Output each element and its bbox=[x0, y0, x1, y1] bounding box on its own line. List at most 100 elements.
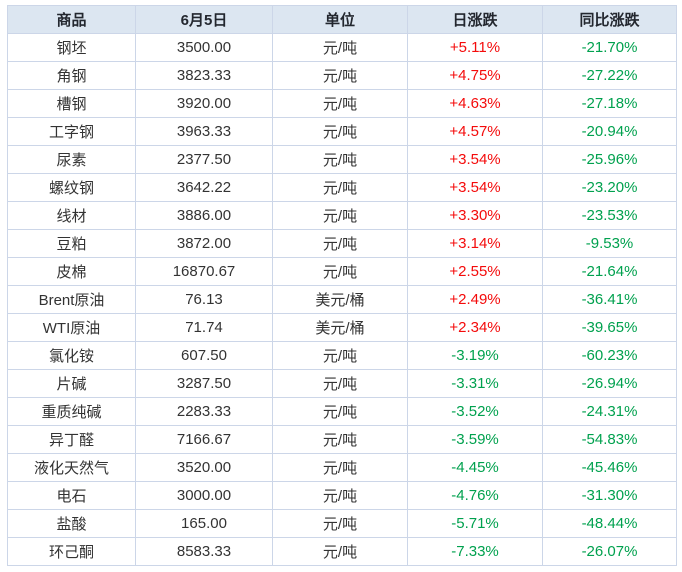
price-cell: 3520.00 bbox=[135, 453, 273, 482]
yoy-change-cell: -36.41% bbox=[542, 285, 677, 314]
unit-cell: 元/吨 bbox=[272, 453, 408, 482]
price-cell: 3642.22 bbox=[135, 173, 273, 202]
daily-change-cell: +3.54% bbox=[407, 173, 543, 202]
daily-change-cell: +2.55% bbox=[407, 257, 543, 286]
col-header-date: 6月5日 bbox=[135, 5, 273, 34]
col-header-product: 商品 bbox=[7, 5, 136, 34]
product-cell: 片碱 bbox=[7, 369, 136, 398]
price-cell: 165.00 bbox=[135, 509, 273, 538]
unit-cell: 美元/桶 bbox=[272, 313, 408, 342]
product-cell: WTI原油 bbox=[7, 313, 136, 342]
product-cell: 豆粕 bbox=[7, 229, 136, 258]
product-cell: 环己酮 bbox=[7, 537, 136, 566]
product-cell: 角钢 bbox=[7, 61, 136, 90]
table-row: 片碱 3287.50 元/吨 -3.31% -26.94% bbox=[7, 369, 677, 398]
price-cell: 3287.50 bbox=[135, 369, 273, 398]
daily-change-cell: +3.14% bbox=[407, 229, 543, 258]
yoy-change-cell: -26.94% bbox=[542, 369, 677, 398]
product-cell: 线材 bbox=[7, 201, 136, 230]
unit-cell: 元/吨 bbox=[272, 229, 408, 258]
yoy-change-cell: -27.22% bbox=[542, 61, 677, 90]
table-row: 尿素 2377.50 元/吨 +3.54% -25.96% bbox=[7, 145, 677, 174]
daily-change-cell: -3.59% bbox=[407, 425, 543, 454]
daily-change-cell: +4.63% bbox=[407, 89, 543, 118]
daily-change-cell: -4.76% bbox=[407, 481, 543, 510]
price-cell: 607.50 bbox=[135, 341, 273, 370]
daily-change-cell: -3.19% bbox=[407, 341, 543, 370]
product-cell: 工字钢 bbox=[7, 117, 136, 146]
unit-cell: 元/吨 bbox=[272, 145, 408, 174]
table-row: Brent原油 76.13 美元/桶 +2.49% -36.41% bbox=[7, 285, 677, 314]
product-cell: 螺纹钢 bbox=[7, 173, 136, 202]
unit-cell: 元/吨 bbox=[272, 397, 408, 426]
product-cell: 重质纯碱 bbox=[7, 397, 136, 426]
unit-cell: 元/吨 bbox=[272, 61, 408, 90]
price-cell: 8583.33 bbox=[135, 537, 273, 566]
product-cell: 皮棉 bbox=[7, 257, 136, 286]
price-cell: 3886.00 bbox=[135, 201, 273, 230]
yoy-change-cell: -31.30% bbox=[542, 481, 677, 510]
table-row: 重质纯碱 2283.33 元/吨 -3.52% -24.31% bbox=[7, 397, 677, 426]
price-cell: 2377.50 bbox=[135, 145, 273, 174]
unit-cell: 元/吨 bbox=[272, 33, 408, 62]
table-row: 槽钢 3920.00 元/吨 +4.63% -27.18% bbox=[7, 89, 677, 118]
yoy-change-cell: -9.53% bbox=[542, 229, 677, 258]
price-cell: 16870.67 bbox=[135, 257, 273, 286]
unit-cell: 元/吨 bbox=[272, 341, 408, 370]
unit-cell: 元/吨 bbox=[272, 481, 408, 510]
table-row: 环己酮 8583.33 元/吨 -7.33% -26.07% bbox=[7, 537, 677, 566]
table-row: 工字钢 3963.33 元/吨 +4.57% -20.94% bbox=[7, 117, 677, 146]
table-row: 皮棉 16870.67 元/吨 +2.55% -21.64% bbox=[7, 257, 677, 286]
daily-change-cell: -7.33% bbox=[407, 537, 543, 566]
unit-cell: 元/吨 bbox=[272, 509, 408, 538]
table-row: WTI原油 71.74 美元/桶 +2.34% -39.65% bbox=[7, 313, 677, 342]
price-cell: 2283.33 bbox=[135, 397, 273, 426]
product-cell: 尿素 bbox=[7, 145, 136, 174]
yoy-change-cell: -23.20% bbox=[542, 173, 677, 202]
col-header-unit: 单位 bbox=[272, 5, 408, 34]
unit-cell: 元/吨 bbox=[272, 117, 408, 146]
price-cell: 3963.33 bbox=[135, 117, 273, 146]
unit-cell: 元/吨 bbox=[272, 537, 408, 566]
yoy-change-cell: -21.70% bbox=[542, 33, 677, 62]
yoy-change-cell: -45.46% bbox=[542, 453, 677, 482]
product-cell: 盐酸 bbox=[7, 509, 136, 538]
header-row: 商品 6月5日 单位 日涨跌 同比涨跌 bbox=[7, 5, 677, 34]
commodity-price-table: 商品 6月5日 单位 日涨跌 同比涨跌 钢坯 3500.00 元/吨 +5.11% -2… bbox=[7, 5, 677, 566]
price-cell: 3823.33 bbox=[135, 61, 273, 90]
yoy-change-cell: -60.23% bbox=[542, 341, 677, 370]
table-row: 螺纹钢 3642.22 元/吨 +3.54% -23.20% bbox=[7, 173, 677, 202]
daily-change-cell: +2.49% bbox=[407, 285, 543, 314]
table-row: 液化天然气 3520.00 元/吨 -4.45% -45.46% bbox=[7, 453, 677, 482]
unit-cell: 元/吨 bbox=[272, 257, 408, 286]
table-row: 氯化铵 607.50 元/吨 -3.19% -60.23% bbox=[7, 341, 677, 370]
table-row: 异丁醛 7166.67 元/吨 -3.59% -54.83% bbox=[7, 425, 677, 454]
price-cell: 3872.00 bbox=[135, 229, 273, 258]
product-cell: 电石 bbox=[7, 481, 136, 510]
product-cell: 槽钢 bbox=[7, 89, 136, 118]
price-cell: 7166.67 bbox=[135, 425, 273, 454]
daily-change-cell: +4.75% bbox=[407, 61, 543, 90]
table-row: 盐酸 165.00 元/吨 -5.71% -48.44% bbox=[7, 509, 677, 538]
yoy-change-cell: -24.31% bbox=[542, 397, 677, 426]
product-cell: Brent原油 bbox=[7, 285, 136, 314]
daily-change-cell: +3.54% bbox=[407, 145, 543, 174]
yoy-change-cell: -21.64% bbox=[542, 257, 677, 286]
unit-cell: 元/吨 bbox=[272, 369, 408, 398]
daily-change-cell: -4.45% bbox=[407, 453, 543, 482]
daily-change-cell: +5.11% bbox=[407, 33, 543, 62]
daily-change-cell: -3.31% bbox=[407, 369, 543, 398]
daily-change-cell: -3.52% bbox=[407, 397, 543, 426]
yoy-change-cell: -39.65% bbox=[542, 313, 677, 342]
table-row: 豆粕 3872.00 元/吨 +3.14% -9.53% bbox=[7, 229, 677, 258]
price-cell: 3920.00 bbox=[135, 89, 273, 118]
col-header-yoy-change: 同比涨跌 bbox=[542, 5, 677, 34]
price-cell: 76.13 bbox=[135, 285, 273, 314]
product-cell: 液化天然气 bbox=[7, 453, 136, 482]
yoy-change-cell: -25.96% bbox=[542, 145, 677, 174]
table-row: 钢坯 3500.00 元/吨 +5.11% -21.70% bbox=[7, 33, 677, 62]
product-cell: 氯化铵 bbox=[7, 341, 136, 370]
yoy-change-cell: -54.83% bbox=[542, 425, 677, 454]
unit-cell: 元/吨 bbox=[272, 425, 408, 454]
